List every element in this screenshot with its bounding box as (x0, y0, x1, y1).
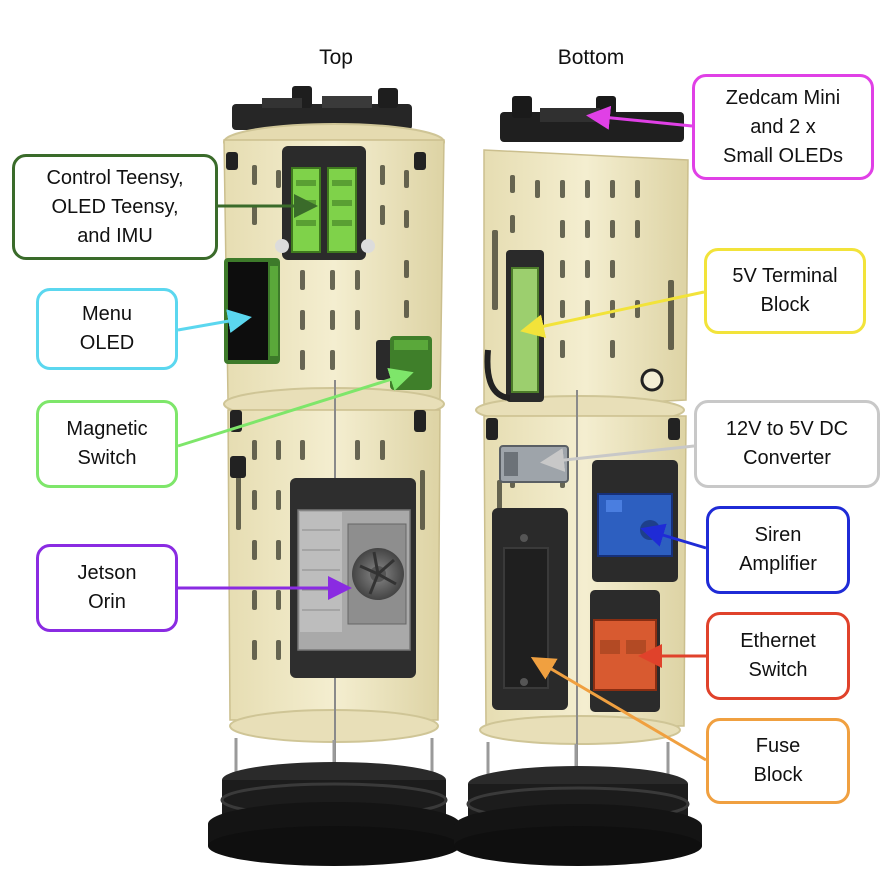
dc-converter-device (499, 445, 569, 483)
ethernet-switch-device (590, 590, 660, 712)
bottom-mount-posts (486, 418, 680, 440)
label-siren-amplifier: Siren Amplifier (706, 506, 850, 594)
bottom-panel-slots (492, 175, 674, 520)
label-fuse-block: Fuse Block (706, 718, 850, 804)
teensy-board (275, 146, 375, 260)
arrow-fuse-block (530, 656, 707, 762)
bottom-base (454, 766, 702, 866)
arrow-siren-amplifier (640, 523, 707, 550)
top-panel-slots (252, 165, 409, 370)
top-assembly (208, 86, 460, 866)
label-ethernet-switch: Ethernet Switch (706, 612, 850, 700)
bottom-camera-mount (500, 96, 684, 142)
label-jetson-orin: Jetson Orin (36, 544, 178, 632)
label-dc-converter: 12V to 5V DC Converter (694, 400, 880, 488)
fuse-block-device (492, 508, 568, 710)
top-lower-slots (236, 440, 425, 660)
top-view-title: Top (319, 46, 353, 69)
label-magnetic-switch: Magnetic Switch (36, 400, 178, 488)
top-base (208, 762, 460, 866)
arrow-menu-oled (177, 309, 252, 333)
siren-amplifier-device (592, 460, 678, 582)
jetson-orin-device (290, 478, 416, 678)
callout-arrows (177, 105, 707, 762)
bottom-assembly (454, 96, 702, 866)
label-zedcam: Zedcam Mini and 2 x Small OLEDs (692, 74, 874, 180)
arrow-terminal-block (520, 290, 705, 338)
arrow-zedcam (586, 105, 693, 130)
label-terminal-block: 5V Terminal Block (704, 248, 866, 334)
label-menu-oled: Menu OLED (36, 288, 178, 370)
label-control-teensy: Control Teensy, OLED Teensy, and IMU (12, 154, 218, 260)
bottom-view-title: Bottom (557, 46, 625, 69)
menu-oled-device (224, 258, 280, 364)
arrow-magnetic-switch (177, 367, 414, 448)
arrow-dc-converter (540, 444, 695, 472)
top-camera-mount (232, 86, 412, 130)
